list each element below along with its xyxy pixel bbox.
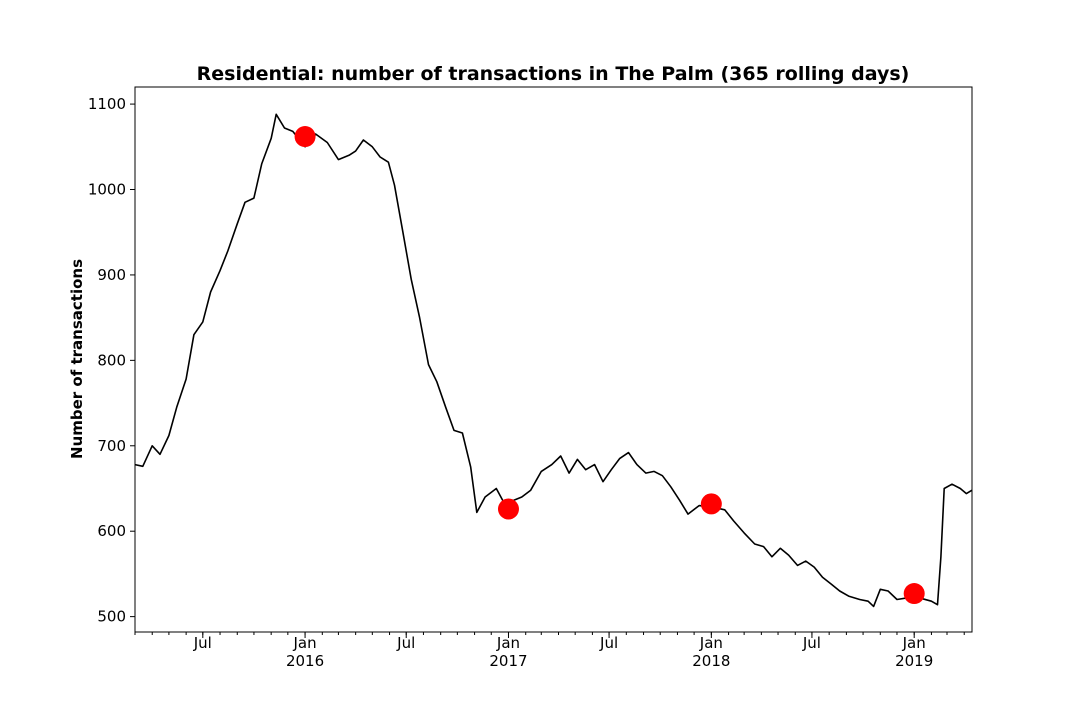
y-tick-label: 1000 — [88, 181, 126, 199]
y-tick-label: 500 — [97, 608, 126, 626]
x-tick-label: Jan — [902, 634, 926, 652]
series-layer — [134, 113, 973, 608]
x-tick-label: Jul — [802, 634, 821, 652]
y-tick-label: 800 — [97, 351, 126, 369]
x-tick-label: Jul — [599, 634, 618, 652]
red-marker-0 — [294, 126, 316, 148]
x-tick-year-label: 2016 — [286, 652, 324, 670]
y-axis-ticks: 500 600 700 800 900 1000 1100 — [88, 95, 135, 626]
y-tick-label: 900 — [97, 266, 126, 284]
x-tick-year-label: 2018 — [692, 652, 730, 670]
x-tick-label: Jan — [293, 634, 317, 652]
marker-layer — [294, 126, 925, 605]
x-tick-label: Jan — [496, 634, 520, 652]
red-marker-3 — [903, 583, 925, 605]
x-tick-label: Jul — [193, 634, 212, 652]
y-tick-label: 700 — [97, 437, 126, 455]
x-tick-year-label: 2019 — [895, 652, 933, 670]
chart-title: Residential: number of transactions in T… — [197, 63, 910, 85]
series-line-0 — [134, 113, 973, 608]
x-tick-year-label: 2017 — [489, 652, 527, 670]
y-tick-label: 1100 — [88, 95, 126, 113]
x-tick-label: Jul — [396, 634, 415, 652]
red-marker-1 — [497, 498, 519, 520]
y-axis-label: Number of transactions — [68, 259, 86, 459]
x-tick-label: Jan — [699, 634, 723, 652]
red-marker-2 — [700, 493, 722, 515]
plot-frame — [134, 86, 973, 633]
y-tick-label: 600 — [97, 522, 126, 540]
